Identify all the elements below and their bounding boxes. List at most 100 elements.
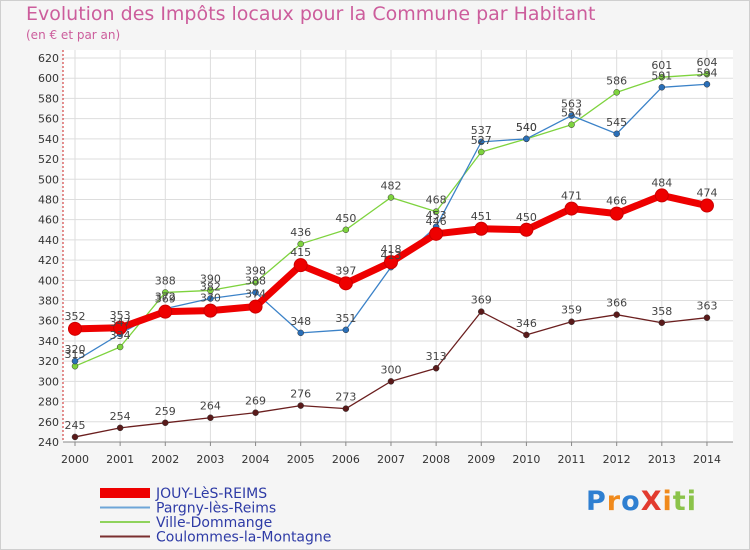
x-tick-label: 2001 bbox=[106, 453, 134, 466]
data-point-ville-dommange bbox=[658, 73, 666, 81]
data-point-coulommes-la-montagne bbox=[71, 433, 79, 441]
x-tick-label: 2008 bbox=[422, 453, 450, 466]
data-label-pargny-l-s-reims: 540 bbox=[516, 121, 537, 134]
data-label-ville-dommange: 586 bbox=[606, 74, 627, 87]
y-tick-label: 300 bbox=[38, 375, 59, 388]
data-label-coulommes-la-montagne: 245 bbox=[65, 419, 86, 432]
data-label-pargny-l-s-reims: 347 bbox=[110, 316, 131, 329]
data-point-coulommes-la-montagne bbox=[478, 308, 485, 315]
data-point-pargny-l-s-reims bbox=[207, 295, 214, 302]
x-tick-label: 2014 bbox=[693, 453, 721, 466]
data-point-pargny-l-s-reims bbox=[478, 138, 485, 146]
y-tick-label: 400 bbox=[38, 274, 59, 287]
data-point-coulommes-la-montagne bbox=[207, 414, 214, 421]
data-label-jouy-l-s-reims: 451 bbox=[471, 210, 492, 223]
data-point-coulommes-la-montagne bbox=[162, 419, 169, 427]
data-point-ville-dommange bbox=[568, 121, 575, 128]
x-tick-label: 2003 bbox=[196, 453, 224, 466]
y-tick-label: 620 bbox=[38, 52, 59, 65]
data-point-coulommes-la-montagne bbox=[116, 424, 124, 432]
logo-letter: i bbox=[686, 486, 697, 517]
legend-label: Ville-Dommange bbox=[156, 515, 272, 531]
data-point-coulommes-la-montagne bbox=[568, 318, 575, 325]
data-label-ville-dommange: 482 bbox=[380, 179, 401, 192]
data-label-pargny-l-s-reims: 453 bbox=[426, 209, 447, 222]
data-label-jouy-l-s-reims: 370 bbox=[200, 292, 221, 305]
x-tick-label: 2009 bbox=[467, 453, 495, 466]
data-point-ville-dommange bbox=[703, 70, 711, 78]
data-point-coulommes-la-montagne bbox=[613, 311, 620, 318]
data-point-coulommes-la-montagne bbox=[523, 331, 530, 339]
data-label-jouy-l-s-reims: 484 bbox=[651, 176, 672, 189]
y-tick-label: 440 bbox=[38, 234, 59, 247]
data-point-ville-dommange bbox=[297, 240, 304, 248]
x-tick-label: 2011 bbox=[558, 453, 586, 466]
data-label-pargny-l-s-reims: 413 bbox=[380, 249, 401, 262]
data-point-ville-dommange bbox=[162, 289, 169, 296]
data-point-pargny-l-s-reims bbox=[342, 326, 350, 334]
chart-title: Evolution des Impôts locaux pour la Comm… bbox=[26, 3, 596, 25]
y-tick-label: 480 bbox=[38, 193, 59, 206]
plot-area bbox=[63, 50, 733, 442]
y-tick-label: 420 bbox=[38, 254, 59, 267]
data-label-pargny-l-s-reims: 545 bbox=[606, 116, 627, 129]
data-label-pargny-l-s-reims: 388 bbox=[245, 274, 266, 287]
x-tick-label: 2006 bbox=[332, 453, 360, 466]
data-point-jouy-l-s-reims bbox=[293, 258, 308, 273]
data-label-ville-dommange: 540 bbox=[516, 121, 537, 134]
y-tick-label: 340 bbox=[38, 335, 59, 348]
data-label-jouy-l-s-reims: 471 bbox=[561, 190, 582, 203]
legend-label: Coulommes-la-Montagne bbox=[156, 530, 331, 546]
x-tick-label: 2012 bbox=[603, 453, 631, 466]
logo-letter: X bbox=[640, 486, 663, 517]
proxiti-logo: ProXiti bbox=[586, 486, 697, 517]
data-label-coulommes-la-montagne: 363 bbox=[696, 300, 717, 313]
data-label-coulommes-la-montagne: 264 bbox=[200, 400, 221, 413]
data-point-ville-dommange bbox=[342, 226, 350, 234]
y-tick-label: 500 bbox=[38, 173, 59, 186]
x-tick-label: 2005 bbox=[287, 453, 315, 466]
data-label-coulommes-la-montagne: 259 bbox=[155, 405, 176, 418]
data-point-coulommes-la-montagne bbox=[342, 405, 350, 412]
data-label-coulommes-la-montagne: 369 bbox=[471, 294, 492, 307]
legend-label: JOUY-LèS-REIMS bbox=[155, 486, 267, 502]
data-point-jouy-l-s-reims bbox=[113, 320, 128, 335]
data-label-ville-dommange: 450 bbox=[335, 212, 356, 225]
data-label-ville-dommange: 601 bbox=[651, 59, 672, 72]
data-label-ville-dommange: 388 bbox=[155, 274, 176, 287]
x-tick-label: 2010 bbox=[512, 453, 540, 466]
y-tick-label: 360 bbox=[38, 315, 59, 328]
data-label-jouy-l-s-reims: 466 bbox=[606, 195, 627, 208]
data-label-coulommes-la-montagne: 358 bbox=[651, 305, 672, 318]
data-point-coulommes-la-montagne bbox=[658, 319, 666, 327]
data-label-ville-dommange: 334 bbox=[110, 329, 131, 342]
logo-letter: o bbox=[621, 486, 641, 517]
data-label-jouy-l-s-reims: 397 bbox=[335, 264, 356, 277]
logo-letter: P bbox=[586, 486, 607, 517]
y-tick-label: 600 bbox=[38, 72, 59, 85]
data-label-coulommes-la-montagne: 273 bbox=[335, 391, 356, 404]
data-label-jouy-l-s-reims: 474 bbox=[696, 187, 717, 200]
data-label-jouy-l-s-reims: 352 bbox=[65, 310, 86, 323]
logo-letter: t bbox=[672, 486, 687, 517]
data-label-coulommes-la-montagne: 269 bbox=[245, 395, 266, 408]
data-point-ville-dommange bbox=[478, 148, 485, 156]
data-point-ville-dommange bbox=[387, 194, 395, 201]
data-point-ville-dommange bbox=[252, 279, 259, 286]
data-label-coulommes-la-montagne: 276 bbox=[290, 388, 311, 401]
data-label-jouy-l-s-reims: 446 bbox=[426, 215, 447, 228]
data-point-jouy-l-s-reims bbox=[429, 226, 444, 241]
data-point-jouy-l-s-reims bbox=[68, 321, 82, 336]
chart-subtitle: (en € et par an) bbox=[26, 28, 121, 42]
data-point-coulommes-la-montagne bbox=[297, 402, 304, 409]
y-tick-label: 320 bbox=[38, 355, 59, 368]
y-tick-label: 520 bbox=[38, 153, 59, 166]
data-label-jouy-l-s-reims: 415 bbox=[290, 246, 311, 259]
y-tick-label: 540 bbox=[38, 133, 59, 146]
data-label-jouy-l-s-reims: 374 bbox=[245, 288, 266, 301]
data-point-pargny-l-s-reims bbox=[658, 84, 666, 91]
data-point-jouy-l-s-reims bbox=[564, 201, 579, 216]
data-label-coulommes-la-montagne: 366 bbox=[606, 297, 627, 310]
data-label-ville-dommange: 398 bbox=[245, 264, 266, 277]
